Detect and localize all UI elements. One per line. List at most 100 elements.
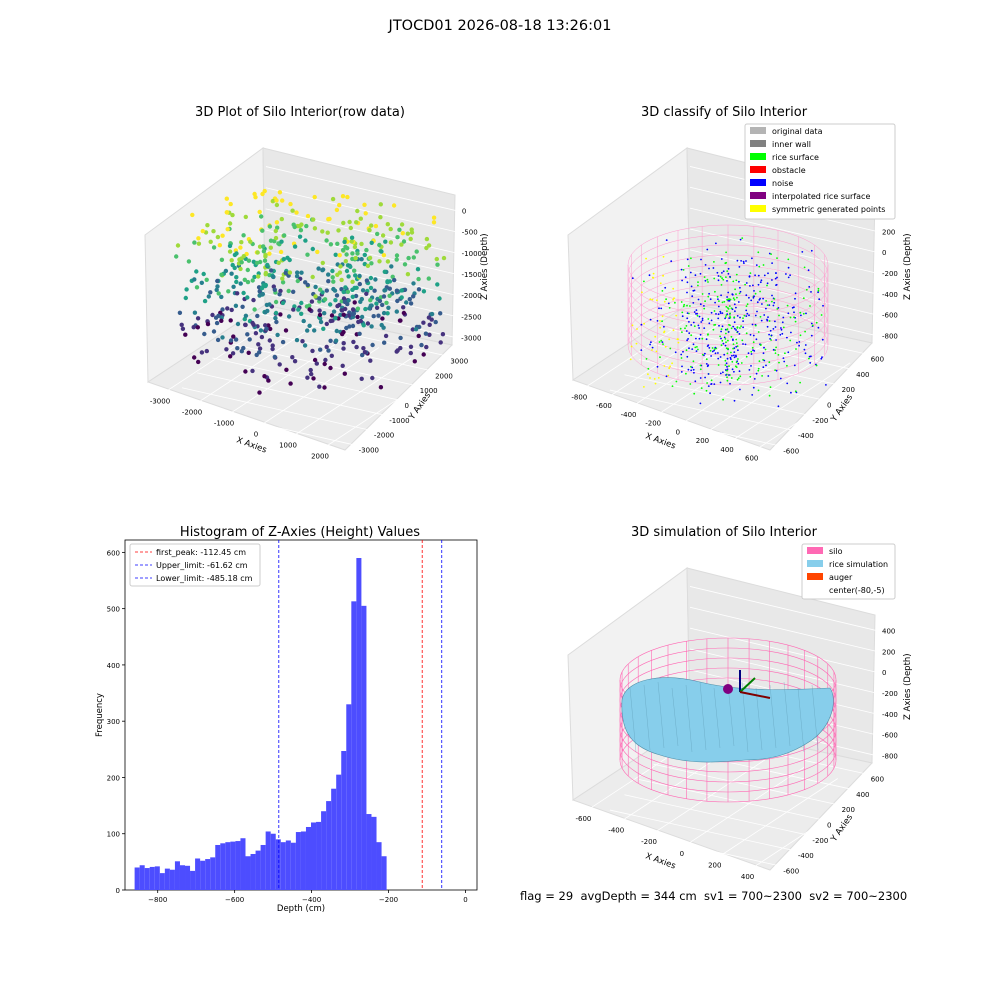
scatter-point <box>230 212 235 218</box>
histogram-bar <box>169 869 175 890</box>
surface-mesh-line <box>713 687 721 749</box>
scatter-point <box>327 216 332 222</box>
scatter-point <box>311 217 316 222</box>
classified-point <box>748 275 751 277</box>
scatter-point <box>380 302 385 308</box>
scatter-point <box>226 289 231 294</box>
classified-point <box>684 276 687 279</box>
scatter-point <box>395 235 400 240</box>
classified-point <box>754 274 756 277</box>
y-tick-label: 400 <box>856 791 869 799</box>
scatter-point <box>341 220 346 226</box>
scatter-point <box>190 212 195 218</box>
scatter-point <box>220 335 225 340</box>
scatter-point <box>363 306 368 312</box>
classified-point <box>759 281 762 284</box>
legend-label: Upper_limit: -61.62 cm <box>156 561 248 570</box>
scatter-point <box>235 291 240 296</box>
scatter-point <box>379 249 384 254</box>
classified-point <box>771 262 773 264</box>
x-tick-label: -600 <box>575 815 591 823</box>
classified-point <box>720 337 722 340</box>
scatter-point <box>250 320 255 326</box>
classified-point <box>677 341 680 344</box>
classified-point <box>767 375 770 377</box>
classified-point <box>700 387 703 389</box>
classified-point <box>680 301 683 303</box>
scatter-point <box>272 354 277 360</box>
histogram-bar <box>215 844 221 890</box>
z-grid-line <box>265 208 456 254</box>
classified-point <box>643 280 645 283</box>
scatter-point <box>267 251 272 256</box>
classified-point <box>645 358 648 360</box>
legend-swatch <box>750 140 766 147</box>
y-grid-line <box>624 794 807 836</box>
scatter-point <box>399 242 404 247</box>
classified-point <box>756 310 758 313</box>
scatter-point <box>291 222 296 227</box>
scatter-point <box>250 368 255 374</box>
classified-point <box>729 382 731 385</box>
histogram-bar <box>305 826 311 890</box>
scatter-point <box>333 298 338 303</box>
classified-point <box>651 349 653 351</box>
classified-point <box>713 310 716 312</box>
classified-point <box>726 365 728 368</box>
classified-point <box>757 283 760 286</box>
classified-point <box>800 314 802 317</box>
classified-point <box>725 314 728 316</box>
scatter-point <box>278 288 283 294</box>
classified-point <box>733 321 736 324</box>
scatter-point <box>337 202 342 208</box>
classified-point <box>719 335 721 338</box>
scatter-point <box>277 362 282 367</box>
scatter-point <box>397 318 403 323</box>
classified-point <box>686 317 689 320</box>
auger-axes-marker <box>723 670 771 699</box>
classified-point <box>723 300 726 303</box>
classified-point <box>821 338 824 341</box>
classified-point <box>680 353 683 356</box>
classified-point <box>693 325 696 328</box>
classified-point <box>795 348 797 350</box>
y-tick-label: 400 <box>856 371 869 379</box>
scatter-point <box>334 293 340 298</box>
y-grid-line <box>609 389 792 431</box>
classified-point <box>734 310 736 313</box>
classified-point <box>697 281 699 283</box>
scatter-point <box>331 279 336 284</box>
classified-point <box>786 364 788 367</box>
classified-point <box>712 267 715 269</box>
y-tick-label: -400 <box>798 852 814 860</box>
scatter-point <box>326 348 331 353</box>
classified-point <box>764 348 767 351</box>
x-tick-label: 200 <box>708 862 721 870</box>
panel-histogram: Histogram of Z-Axies (Height) Values −80… <box>95 525 478 914</box>
scatter-point <box>351 339 356 345</box>
panel1-title: 3D Plot of Silo Interior(row data) <box>195 105 405 120</box>
classified-point <box>753 290 755 292</box>
scatter-point <box>380 233 386 238</box>
classified-point <box>766 282 769 285</box>
x-tick-label: 0 <box>676 428 680 436</box>
classified-point <box>807 269 810 272</box>
scatter-point <box>365 263 371 268</box>
classified-point <box>682 305 685 308</box>
classified-point <box>739 388 741 391</box>
classified-point <box>732 347 734 350</box>
scatter-point <box>320 268 325 273</box>
classified-point <box>726 280 728 282</box>
classified-point <box>692 302 695 304</box>
scatter-point <box>344 268 350 274</box>
surface-mesh-line <box>629 687 637 753</box>
scatter-point <box>224 347 229 352</box>
classified-point <box>651 298 654 301</box>
scatter-point <box>202 331 207 337</box>
scatter-point <box>342 371 347 376</box>
surface-mesh-line <box>811 684 819 751</box>
scatter-point <box>247 337 252 342</box>
z-tick-label: -400 <box>882 711 898 719</box>
classified-point <box>663 331 665 334</box>
scatter-point <box>254 260 260 266</box>
